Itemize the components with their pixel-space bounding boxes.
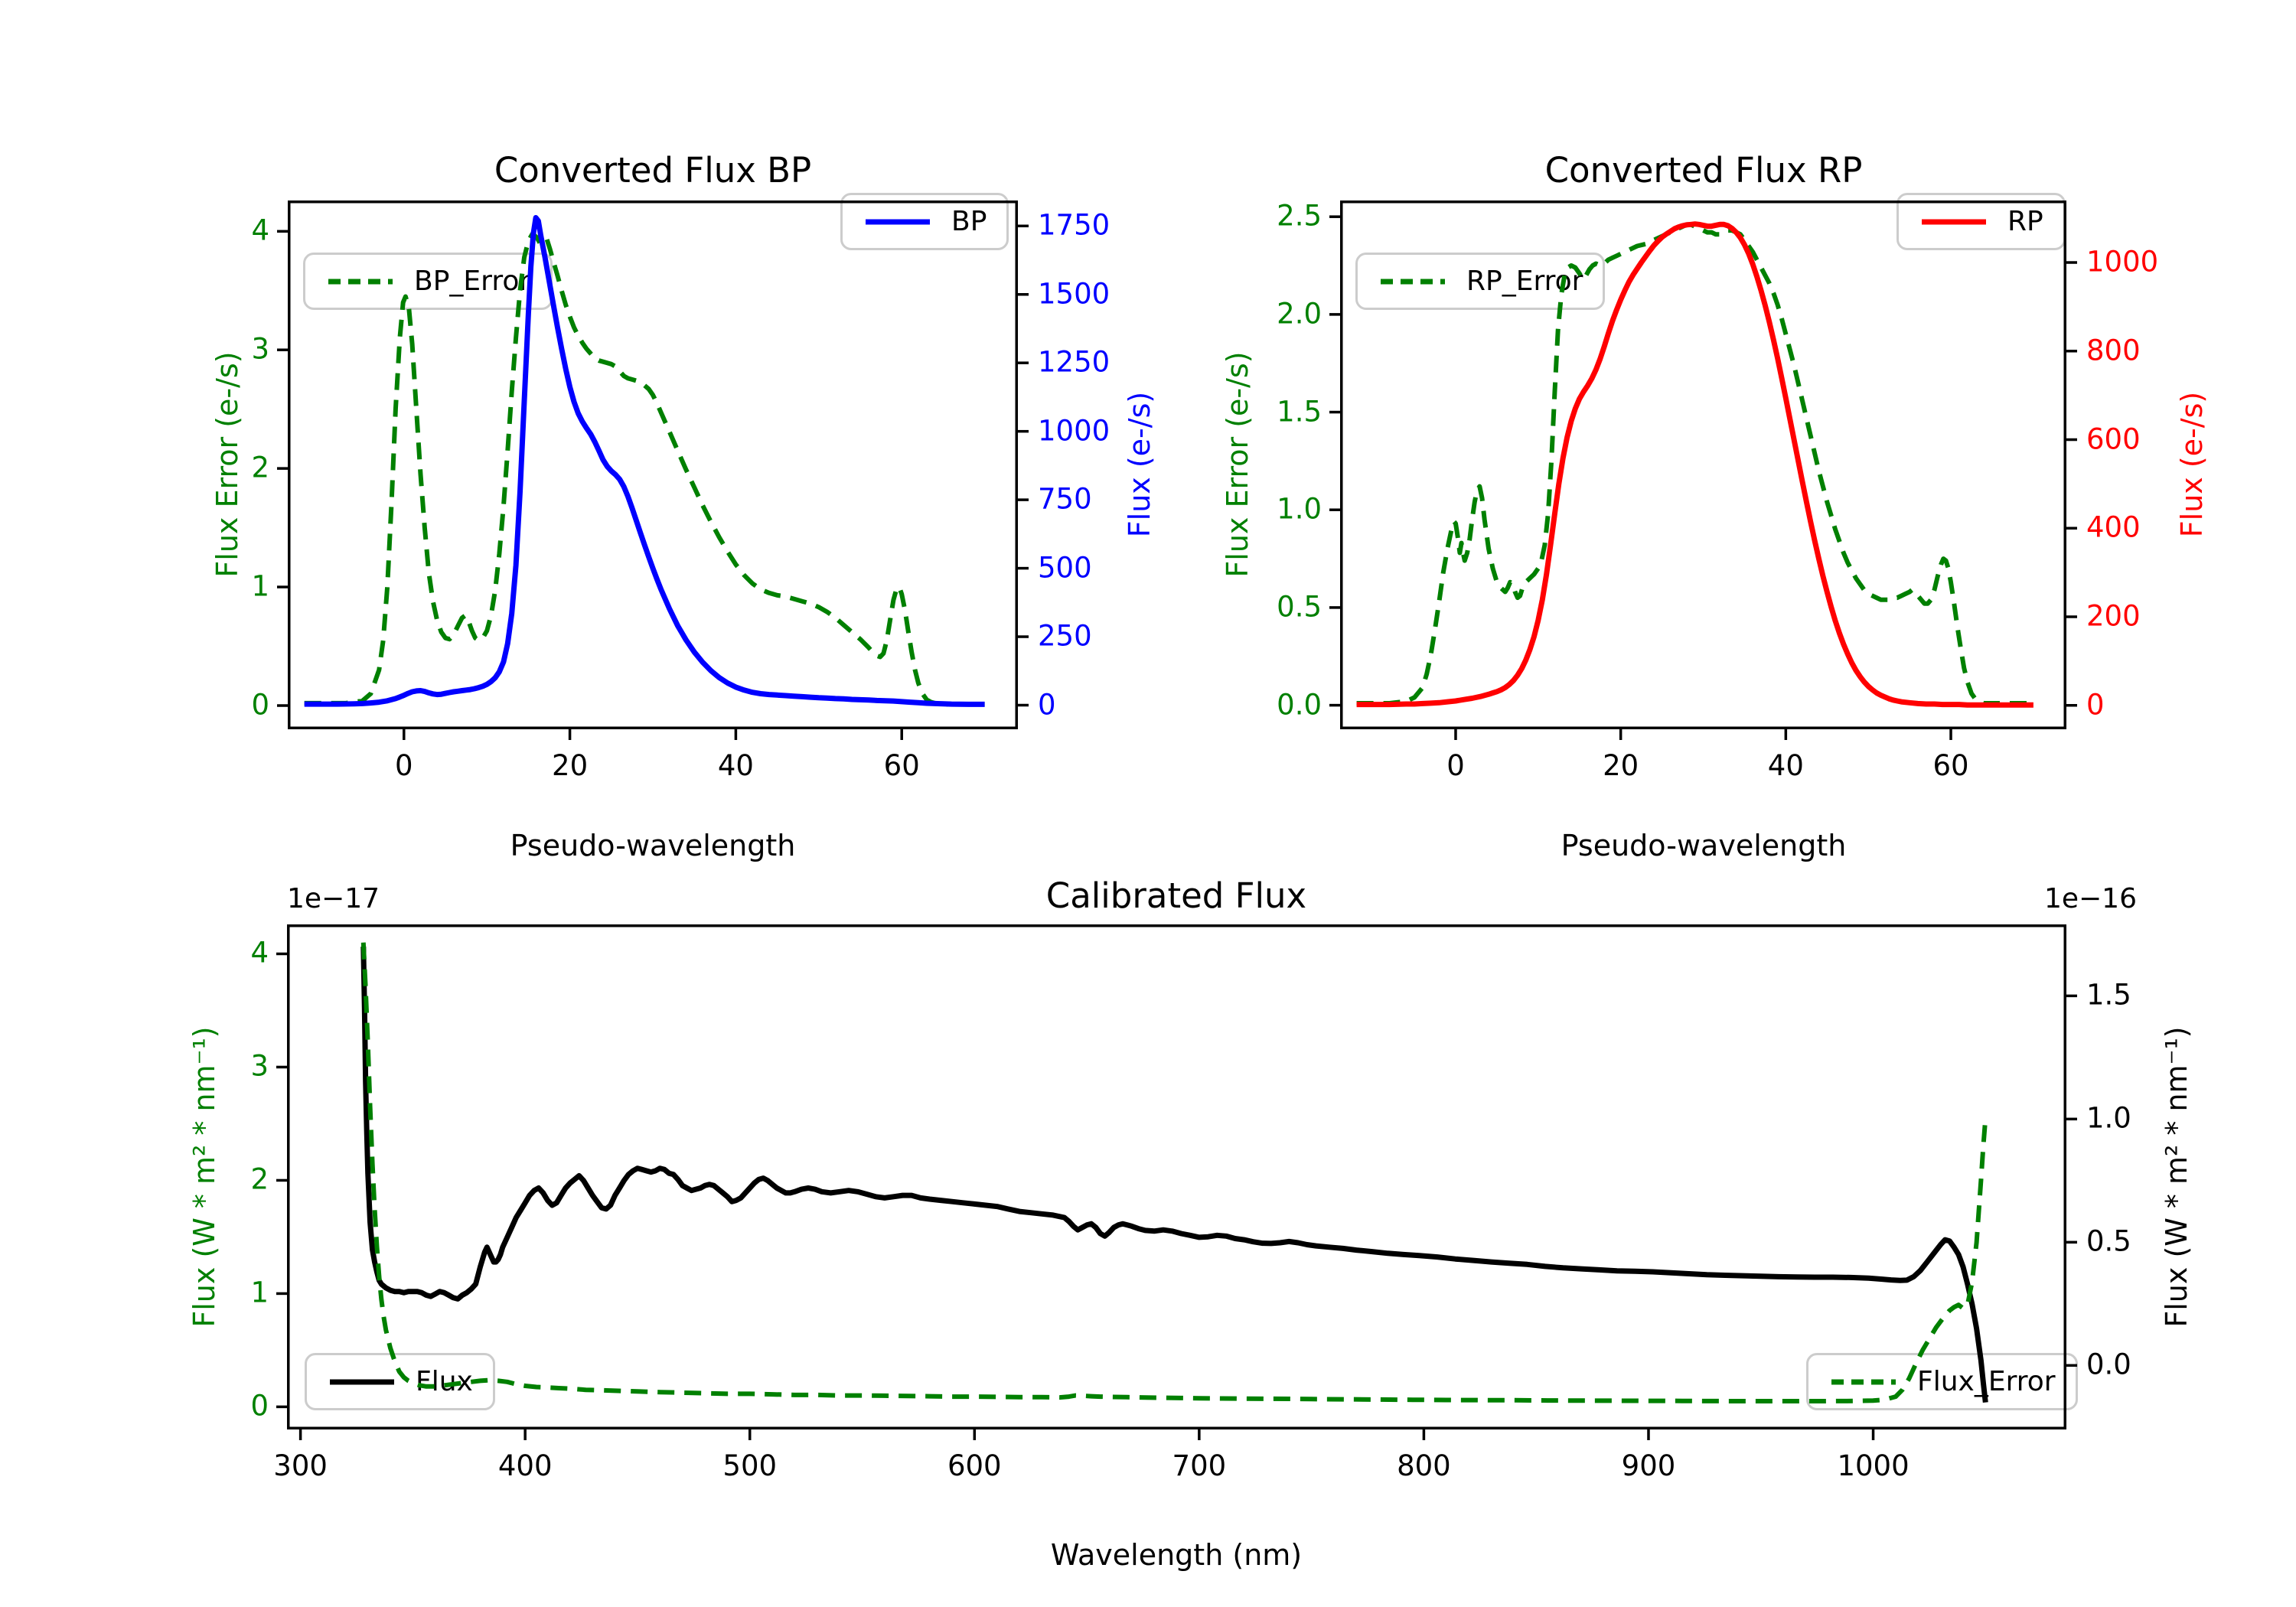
- tick-label: 250: [1038, 619, 1092, 653]
- tick-label: 800: [1397, 1449, 1451, 1482]
- calibrated-xlabel: Wavelength (nm): [1050, 1538, 1303, 1572]
- tick-label: 1250: [1038, 345, 1110, 379]
- legend-line-sample: [1381, 279, 1445, 284]
- series-RP: [1356, 221, 2033, 708]
- tick-label: 3: [250, 1050, 269, 1084]
- calibrated-ylabel-left: Flux (W * m² * nm⁻¹): [188, 1026, 222, 1328]
- tick-label: 500: [1038, 551, 1092, 585]
- tick-label: 200: [2086, 599, 2141, 633]
- legend-flux-error: Flux_Error: [1806, 1353, 2078, 1410]
- tick-label: 400: [497, 1449, 553, 1482]
- legend-bp-error: BP_Error: [303, 253, 553, 310]
- bp-title: Converted Flux BP: [494, 150, 812, 191]
- tick-label: 700: [1172, 1449, 1227, 1482]
- series-RP_Error: [1356, 222, 2033, 706]
- bp-xlabel: Pseudo-wavelength: [510, 829, 796, 862]
- left-axis-offset-label: 1e−17: [287, 883, 380, 914]
- tick-label: 1000: [1038, 414, 1110, 448]
- plot-area-bp: [277, 200, 1029, 740]
- tick-label: 0.0: [1277, 688, 1322, 722]
- plot-area-rp: [1329, 200, 2077, 740]
- tick-label: 800: [2086, 334, 2141, 367]
- tick-label: 20: [1603, 749, 1639, 782]
- legend-flux: Flux: [305, 1353, 495, 1410]
- tick-label: 40: [717, 749, 754, 782]
- tick-label: 60: [883, 749, 920, 782]
- axes-frame: [287, 924, 2066, 1429]
- tick-label: 2: [251, 451, 269, 484]
- series-BP: [304, 215, 985, 707]
- tick-label: 500: [722, 1449, 778, 1482]
- axes-frame: [1340, 200, 2066, 729]
- tick-label: 1500: [1038, 277, 1110, 311]
- legend-label: BP: [951, 206, 987, 237]
- tick-label: 1.0: [2086, 1101, 2131, 1135]
- tick-label: 400: [2086, 510, 2141, 544]
- legend-label: Flux: [416, 1366, 473, 1397]
- right-axis-offset-label: 1e−16: [2043, 883, 2137, 914]
- legend-line-sample: [330, 1379, 394, 1384]
- legend-label: BP_Error: [414, 266, 531, 297]
- tick-label: 1: [251, 569, 269, 603]
- tick-label: 1000: [2086, 245, 2159, 279]
- tick-label: 0.5: [1277, 590, 1322, 624]
- tick-label: 20: [552, 749, 589, 782]
- tick-label: 0: [2086, 688, 2105, 722]
- rp-title: Converted Flux RP: [1544, 150, 1863, 191]
- legend-line-sample: [1831, 1379, 1896, 1384]
- tick-label: 60: [1932, 749, 1969, 782]
- tick-label: 300: [273, 1449, 328, 1482]
- tick-label: 600: [947, 1449, 1002, 1482]
- tick-label: 4: [250, 937, 269, 970]
- tick-label: 0: [251, 688, 269, 722]
- series-Flux_Error: [360, 942, 1988, 1403]
- rp-xlabel: Pseudo-wavelength: [1561, 829, 1847, 862]
- tick-label: 4: [251, 214, 269, 247]
- series-BP_Error: [304, 231, 985, 707]
- legend-line-sample: [328, 279, 393, 284]
- tick-label: 2: [250, 1163, 269, 1197]
- legend-line-sample: [866, 219, 930, 224]
- tick-label: 2.5: [1277, 199, 1322, 233]
- tick-label: 750: [1038, 482, 1092, 516]
- plot-area-calibrated: [276, 924, 2077, 1440]
- tick-label: 2.0: [1277, 297, 1322, 331]
- tick-label: 1.5: [1277, 395, 1322, 429]
- axes-frame: [288, 200, 1018, 729]
- tick-label: 1750: [1038, 208, 1110, 242]
- tick-label: 0: [1038, 688, 1056, 722]
- tick-label: 0: [1446, 749, 1465, 782]
- legend-line-sample: [1922, 219, 1986, 224]
- tick-label: 600: [2086, 422, 2141, 456]
- tick-label: 1: [250, 1276, 269, 1310]
- tick-label: 0: [250, 1390, 269, 1423]
- tick-label: 0: [394, 749, 413, 782]
- tick-label: 40: [1767, 749, 1804, 782]
- calibrated-title: Calibrated Flux: [1045, 875, 1307, 916]
- tick-label: 3: [251, 332, 269, 366]
- tick-label: 900: [1621, 1449, 1676, 1482]
- legend-label: RP: [2007, 206, 2043, 237]
- calibrated-ylabel-right: Flux (W * m² * nm⁻¹): [2160, 1026, 2194, 1328]
- tick-label: 0.0: [2086, 1348, 2131, 1381]
- tick-label: 0.5: [2086, 1224, 2131, 1258]
- tick-label: 1.5: [2086, 979, 2131, 1012]
- series-Flux: [360, 946, 1988, 1403]
- tick-label: 1000: [1837, 1449, 1910, 1482]
- tick-label: 1.0: [1277, 492, 1322, 526]
